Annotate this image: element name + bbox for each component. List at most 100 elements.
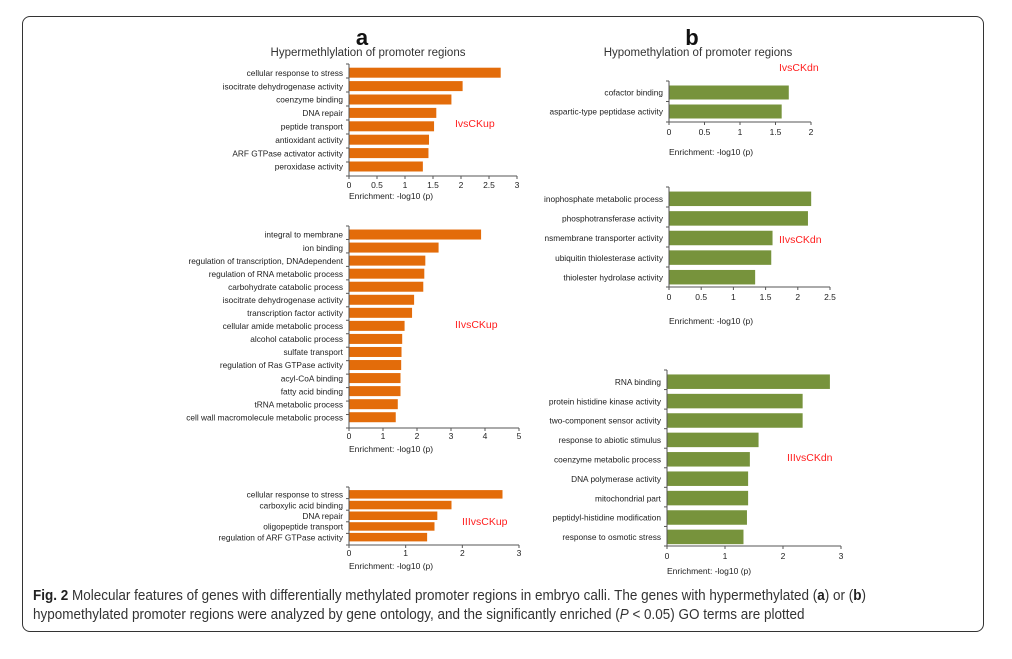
bar <box>349 522 435 531</box>
bar <box>349 242 439 253</box>
x-tick-label: 4 <box>483 431 488 441</box>
bar <box>349 294 415 305</box>
category-label: mitochondrial part <box>595 493 662 503</box>
bar <box>669 85 789 100</box>
caption-ref-a: a <box>817 588 825 604</box>
comparison-label: IvsCKdn <box>779 62 819 74</box>
x-tick-label: 0 <box>347 431 352 441</box>
category-label: ion binding <box>303 243 344 253</box>
bar <box>349 161 423 172</box>
category-label: acyl-CoA binding <box>281 373 344 383</box>
x-tick-label: 2 <box>781 551 786 561</box>
category-label: RNA binding <box>615 377 662 387</box>
x-tick-label: 1 <box>723 551 728 561</box>
category-label: regulation of RNA metabolic process <box>209 269 343 279</box>
comparison-label: IIIvsCKdn <box>787 452 833 464</box>
category-label: coenzyme metabolic process <box>554 455 661 465</box>
bar <box>349 320 405 331</box>
comparison-label: IvsCKup <box>455 118 495 130</box>
bar <box>349 333 403 344</box>
bar <box>349 94 452 105</box>
x-tick-label: 0 <box>665 551 670 561</box>
category-label: regulation of transcription, DNAdependen… <box>188 256 343 266</box>
category-label: regulation of ARF GTPase activity <box>218 532 343 542</box>
panel-letter-b: b <box>685 25 698 50</box>
bar <box>349 67 501 78</box>
category-label: sulfate transport <box>284 347 344 357</box>
bar <box>667 393 803 409</box>
x-tick-label: 2 <box>460 548 465 558</box>
x-tick-label: 3 <box>517 548 522 558</box>
category-label: response to abiotic stimulus <box>559 435 661 445</box>
bar <box>349 281 424 292</box>
category-label: fatty acid binding <box>281 386 344 396</box>
category-label: carbohydrate catabolic process <box>228 282 343 292</box>
x-tick-label: 0.5 <box>695 292 707 302</box>
x-axis-label: Enrichment: -log10 (p) <box>349 191 433 201</box>
category-label: DNA repair <box>302 108 343 118</box>
x-tick-label: 0.5 <box>699 127 711 137</box>
bar <box>669 104 782 119</box>
category-label: cellular response to stress <box>247 490 343 500</box>
bar <box>667 452 750 467</box>
category-label: ubiquitin thiolesterase activity <box>555 253 664 263</box>
x-tick-label: 1 <box>403 180 408 190</box>
category-label: two-component sensor activity <box>549 416 661 426</box>
category-label: response to osmotic stress <box>562 532 661 542</box>
bar <box>349 490 503 499</box>
x-tick-label: 2 <box>809 127 814 137</box>
x-tick-label: 3 <box>449 431 454 441</box>
category-label: integral to membrane <box>265 230 344 240</box>
caption-text: ) or ( <box>824 588 854 604</box>
category-label: isocitrate dehydrogenase activity <box>223 295 344 305</box>
bar <box>349 229 482 240</box>
bar <box>349 412 396 423</box>
x-tick-label: 0.5 <box>371 180 383 190</box>
figure-frame <box>22 16 984 632</box>
x-tick-label: 0 <box>347 180 352 190</box>
bar <box>667 510 747 525</box>
category-label: aspartic-type peptidase activity <box>550 107 664 117</box>
bar <box>349 148 429 159</box>
x-tick-label: 2.5 <box>483 180 495 190</box>
bar <box>667 374 830 389</box>
category-label: coenzyme binding <box>276 95 343 105</box>
x-tick-label: 0 <box>667 292 672 302</box>
bar <box>349 346 402 357</box>
bar <box>349 532 428 542</box>
x-tick-label: 1.5 <box>427 180 439 190</box>
panel-title-a: Hypermethlylation of promoter regions <box>271 47 466 59</box>
bar <box>667 413 803 428</box>
figure-caption: Fig. 2 Molecular features of genes with … <box>33 587 917 625</box>
x-axis-label: Enrichment: -log10 (p) <box>349 444 433 454</box>
category-label: cellular response to stress <box>247 68 343 78</box>
chart-IvsCKup: cellular response to stress isocitrate de… <box>223 63 520 201</box>
bar <box>349 386 401 397</box>
category-label: peptide transport <box>281 122 344 132</box>
chart-IIvsCKup: integral to membrane ion binding regulatio… <box>186 225 522 454</box>
bar <box>669 211 808 226</box>
comparison-label: IIvsCKup <box>455 319 498 331</box>
chart-IvsCKdn: cofactor binding aspartic-type peptidase … <box>550 62 819 157</box>
category-label: transcription factor activity <box>247 308 344 318</box>
x-tick-label: 3 <box>515 180 520 190</box>
category-label: tRNA metabolic process <box>254 399 343 409</box>
x-tick-label: 1.5 <box>760 292 772 302</box>
bar <box>349 81 463 92</box>
x-tick-label: 2.5 <box>824 292 836 302</box>
chart-IIIvsCKdn: RNA binding protein histidine kinase acti… <box>549 369 844 576</box>
comparison-label: IIvsCKdn <box>779 234 822 246</box>
category-label: DNA polymerase activity <box>571 474 662 484</box>
category-label: isocitrate dehydrogenase activity <box>223 81 344 91</box>
x-tick-label: 0 <box>347 548 352 558</box>
bar <box>667 529 744 545</box>
x-tick-label: 2 <box>795 292 800 302</box>
x-tick-label: 3 <box>839 551 844 561</box>
bar <box>349 511 438 520</box>
panel-letter-a: a <box>356 25 369 50</box>
panel-title-b: Hypomethylation of promoter regions <box>604 47 793 59</box>
x-tick-label: 1 <box>403 548 408 558</box>
x-tick-label: 2 <box>459 180 464 190</box>
caption-text: < 0.05) GO terms are plotted <box>628 607 805 623</box>
